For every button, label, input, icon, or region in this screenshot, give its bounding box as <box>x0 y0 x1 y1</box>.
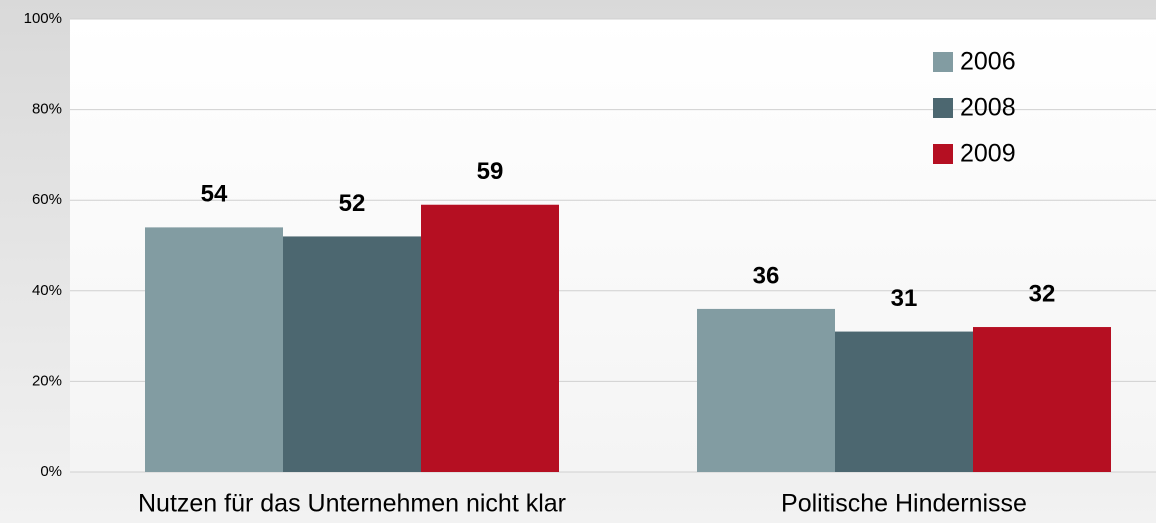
bar <box>283 236 421 472</box>
x-tick-label: Nutzen für das Unternehmen nicht klar <box>138 490 566 518</box>
legend-label: 2006 <box>960 48 1016 76</box>
x-tick-label: Politische Hindernisse <box>781 490 1027 518</box>
data-label: 54 <box>201 181 228 208</box>
bar <box>973 327 1111 472</box>
y-tick-label: 40% <box>32 282 62 299</box>
legend-label: 2008 <box>960 94 1016 122</box>
bar <box>145 227 283 472</box>
data-label: 59 <box>477 158 504 185</box>
legend-label: 2009 <box>960 140 1016 168</box>
data-label: 36 <box>753 262 780 289</box>
y-tick-label: 100% <box>24 10 62 27</box>
bar <box>421 204 559 473</box>
legend-swatch <box>933 52 953 72</box>
bar <box>835 331 973 472</box>
y-tick-label: 80% <box>32 101 62 118</box>
y-tick-label: 0% <box>40 463 62 480</box>
legend-swatch <box>933 144 953 164</box>
data-label: 31 <box>891 285 918 312</box>
legend-swatch <box>933 98 953 118</box>
bar <box>697 308 835 472</box>
data-label: 52 <box>339 190 366 217</box>
y-tick-label: 60% <box>32 191 62 208</box>
data-label: 32 <box>1029 280 1056 307</box>
y-tick-label: 20% <box>32 372 62 389</box>
